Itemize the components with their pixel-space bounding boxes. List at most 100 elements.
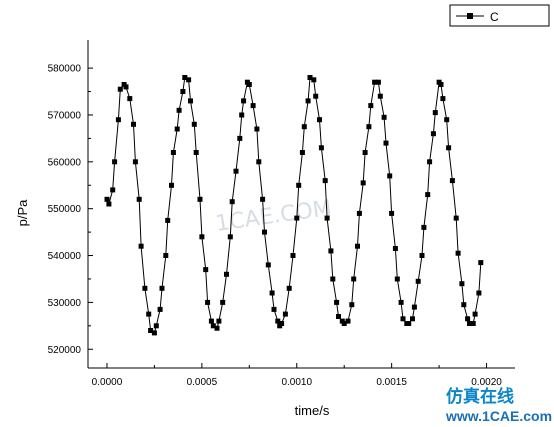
- data-point: [197, 196, 203, 202]
- y-tick-label: 550000: [48, 204, 82, 215]
- data-point: [472, 311, 478, 317]
- data-point: [330, 276, 336, 282]
- data-point: [345, 318, 351, 324]
- data-point: [438, 82, 444, 87]
- data-point: [476, 290, 482, 296]
- data-point: [269, 290, 275, 296]
- data-point: [115, 117, 121, 123]
- data-point: [356, 210, 362, 216]
- data-point: [260, 196, 266, 202]
- data-point: [394, 276, 400, 282]
- data-point: [203, 267, 209, 273]
- logo-url-text: www.1CAE.com: [445, 408, 552, 424]
- data-point: [372, 79, 378, 85]
- data-point: [400, 316, 406, 322]
- data-point: [410, 316, 415, 322]
- data-point: [366, 124, 372, 130]
- data-point: [406, 321, 412, 326]
- data-point: [127, 96, 133, 102]
- data-point: [322, 178, 328, 184]
- legend-box: [449, 4, 550, 27]
- data-point: [392, 246, 398, 251]
- data-point: [286, 285, 292, 291]
- data-point: [311, 77, 317, 83]
- data-point: [271, 306, 277, 312]
- data-point: [123, 84, 129, 90]
- data-point: [176, 107, 182, 113]
- data-point: [279, 321, 285, 326]
- series-c: [104, 75, 484, 336]
- data-point: [220, 299, 226, 305]
- data-point: [229, 199, 235, 205]
- data-point: [216, 318, 222, 324]
- data-point: [368, 103, 374, 109]
- data-point: [262, 229, 267, 235]
- x-tick-label: 0.0010: [281, 377, 312, 388]
- data-point: [324, 215, 330, 221]
- data-point: [351, 276, 357, 282]
- data-point: [157, 306, 163, 312]
- data-point: [239, 112, 245, 118]
- data-point: [296, 182, 302, 188]
- y-tick-label: 570000: [48, 110, 82, 121]
- data-point: [165, 217, 171, 223]
- data-point: [375, 79, 381, 85]
- x-tick-label: 0.0020: [471, 377, 502, 388]
- data-point: [241, 98, 247, 104]
- data-point: [112, 159, 118, 165]
- data-point: [169, 182, 174, 188]
- data-point: [355, 243, 360, 249]
- data-point: [461, 302, 467, 308]
- x-tick-label: 0.0000: [92, 377, 123, 388]
- data-point: [449, 178, 455, 184]
- data-point: [246, 82, 252, 87]
- y-tick-label: 560000: [48, 157, 82, 168]
- data-point: [159, 285, 165, 291]
- data-point: [305, 98, 311, 104]
- data-point: [453, 215, 459, 221]
- data-point: [415, 278, 421, 284]
- data-point: [421, 224, 427, 230]
- data-point: [381, 114, 387, 120]
- data-point: [110, 187, 116, 193]
- y-tick-label: 530000: [48, 298, 82, 309]
- data-point: [208, 318, 214, 324]
- data-point: [275, 318, 281, 324]
- data-point: [117, 86, 123, 92]
- data-point: [151, 330, 157, 336]
- data-point: [233, 168, 239, 174]
- data-point: [104, 196, 110, 202]
- data-point: [299, 150, 305, 155]
- data-point: [224, 271, 229, 277]
- logo-cn-text: 仿真在线: [446, 386, 514, 407]
- data-point: [138, 243, 144, 249]
- data-point: [313, 93, 319, 99]
- x-tick-label: 0.0005: [187, 377, 218, 388]
- data-point: [301, 124, 307, 130]
- data-point: [290, 253, 296, 258]
- data-point: [163, 253, 169, 258]
- series-c-markers: [104, 75, 484, 336]
- data-point: [199, 234, 205, 240]
- data-point: [282, 311, 288, 317]
- data-point: [237, 135, 243, 141]
- data-point: [250, 103, 256, 109]
- data-point: [205, 299, 211, 305]
- data-point: [334, 299, 340, 305]
- data-point: [182, 75, 188, 80]
- data-point: [191, 121, 197, 127]
- data-point: [432, 110, 438, 116]
- data-point: [307, 75, 313, 80]
- legend-marker: [467, 13, 473, 19]
- data-point: [294, 215, 300, 221]
- y-tick-label: 540000: [48, 251, 82, 262]
- data-point: [193, 150, 199, 155]
- data-point: [132, 159, 138, 165]
- legend: C: [449, 4, 550, 27]
- site-logo: 仿真在线 www.1CAE.com: [445, 386, 552, 424]
- data-point: [265, 262, 271, 268]
- data-point: [467, 321, 472, 326]
- data-point: [336, 314, 341, 319]
- data-point: [389, 210, 395, 216]
